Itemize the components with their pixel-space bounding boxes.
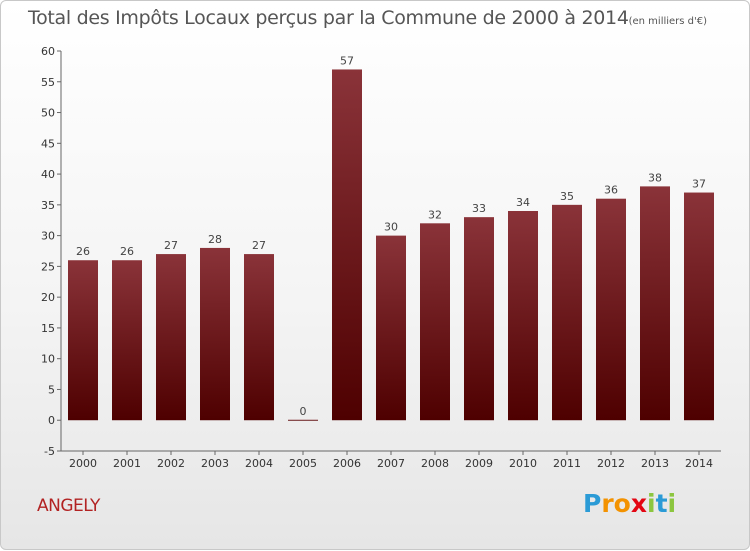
y-tick-label: 25 <box>41 260 55 273</box>
y-tick-label: -5 <box>44 445 55 458</box>
bar <box>684 192 714 421</box>
x-tick-label: 2013 <box>641 457 669 470</box>
bar <box>244 254 274 421</box>
y-tick-label: 5 <box>48 383 55 396</box>
logo-letter: i <box>667 489 677 518</box>
commune-name: ANGELY <box>37 496 100 516</box>
bar <box>112 260 142 421</box>
x-tick-label: 2014 <box>685 457 713 470</box>
x-tick-label: 2001 <box>113 457 141 470</box>
x-tick-label: 2002 <box>157 457 185 470</box>
y-tick-label: 0 <box>48 414 55 427</box>
x-tick-label: 2010 <box>509 457 537 470</box>
bar-value-label: 32 <box>428 208 442 221</box>
logo-letter: i <box>647 489 656 518</box>
x-tick-label: 2004 <box>245 457 273 470</box>
proxiti-logo[interactable]: Proxiti <box>583 489 676 518</box>
x-tick-label: 2011 <box>553 457 581 470</box>
logo-letter: o <box>613 489 631 518</box>
y-tick-label: 15 <box>41 322 55 335</box>
y-tick-label: 55 <box>41 76 55 89</box>
y-tick-label: 50 <box>41 107 55 120</box>
x-tick-label: 2008 <box>421 457 449 470</box>
bar <box>200 247 230 421</box>
bar <box>156 254 186 421</box>
chart-unit: (en milliers d'€) <box>628 16 708 27</box>
logo-letter: x <box>630 489 647 518</box>
x-tick-label: 2007 <box>377 457 405 470</box>
bar-value-label: 34 <box>516 196 530 209</box>
bar-value-label: 28 <box>208 233 222 246</box>
y-tick-label: 10 <box>41 353 55 366</box>
x-tick-label: 2012 <box>597 457 625 470</box>
x-tick-label: 2003 <box>201 457 229 470</box>
bar <box>508 211 538 421</box>
logo-letter: r <box>601 489 614 518</box>
bar <box>376 235 406 421</box>
y-tick-label: 40 <box>41 168 55 181</box>
bar <box>552 204 582 421</box>
y-tick-label: 60 <box>41 45 55 58</box>
bar-value-label: 57 <box>340 54 354 67</box>
bar <box>68 260 98 421</box>
y-tick-label: 35 <box>41 199 55 212</box>
x-tick-label: 2006 <box>333 457 361 470</box>
y-tick-label: 20 <box>41 291 55 304</box>
x-tick-label: 2009 <box>465 457 493 470</box>
bar-value-label: 26 <box>76 245 90 258</box>
bar-value-label: 0 <box>300 405 307 418</box>
bar <box>640 186 670 421</box>
y-tick-label: 30 <box>41 230 55 243</box>
bar <box>420 223 450 421</box>
bar-value-label: 27 <box>252 239 266 252</box>
bar-value-label: 37 <box>692 178 706 191</box>
chart-title: Total des Impôts Locaux perçus par la Co… <box>28 7 707 29</box>
bar-value-label: 38 <box>648 171 662 184</box>
bar <box>332 69 362 421</box>
logo-letter: P <box>583 489 602 518</box>
bar-value-label: 27 <box>164 239 178 252</box>
logo-letter: t <box>655 489 668 518</box>
bar-value-label: 33 <box>472 202 486 215</box>
bar-value-label: 35 <box>560 190 574 203</box>
x-tick-label: 2005 <box>289 457 317 470</box>
x-tick-label: 2000 <box>69 457 97 470</box>
bar <box>596 198 626 421</box>
bar <box>288 419 318 421</box>
bar-value-label: 30 <box>384 221 398 234</box>
bar-value-label: 36 <box>604 184 618 197</box>
bar-value-label: 26 <box>120 245 134 258</box>
chart-title-text: Total des Impôts Locaux perçus par la Co… <box>28 7 629 29</box>
y-tick-label: 45 <box>41 137 55 150</box>
bar <box>464 217 494 421</box>
